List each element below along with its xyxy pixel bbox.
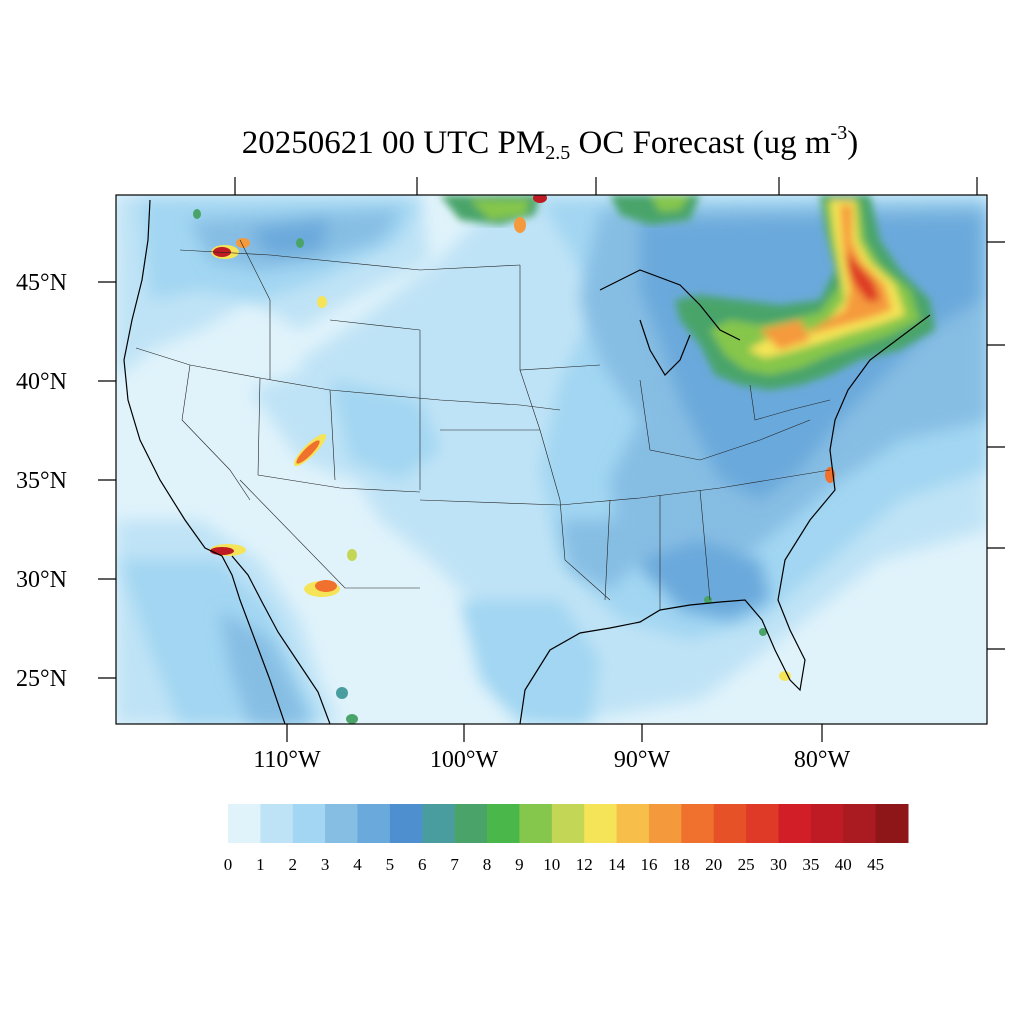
- colorbar-label: 40: [834, 855, 852, 874]
- colorbar-label: 45: [867, 855, 885, 874]
- colorbar-swatch: [260, 804, 294, 843]
- map-frame: [115, 194, 988, 725]
- colorbar-swatch: [746, 804, 779, 843]
- colorbar-label: 35: [802, 855, 820, 874]
- colorbar-label: 6: [418, 855, 427, 874]
- colorbar: [228, 804, 909, 843]
- colorbar-swatch: [422, 804, 456, 843]
- colorbar-swatch: [648, 804, 682, 843]
- state-borders: [135, 239, 831, 610]
- fire-hotspots: [193, 195, 835, 724]
- smoke-plume-northeast: [675, 195, 935, 390]
- colorbar-label: 25: [737, 855, 755, 874]
- colorbar-label: 12: [575, 855, 593, 874]
- lat-label-45: 45°N: [16, 270, 67, 296]
- colorbar-label: 14: [608, 855, 626, 874]
- lon-label-80: 80°W: [793, 747, 851, 773]
- lat-label-30: 30°N: [16, 567, 67, 593]
- colorbar-swatch: [713, 804, 747, 843]
- concentration-field: [116, 195, 987, 724]
- colorbar-label: 18: [672, 855, 690, 874]
- lon-label-110: 110°W: [253, 747, 321, 773]
- lat-label-35: 35°N: [16, 468, 67, 494]
- coastlines: [123, 199, 931, 724]
- colorbar-label: 2: [288, 855, 298, 874]
- map-title: 20250621 00 UTC PM2.5 OC Forecast (ug m-…: [241, 122, 859, 164]
- colorbar-label: 1: [256, 855, 265, 874]
- colorbar-swatch: [551, 804, 585, 843]
- colorbar-label: 8: [482, 855, 492, 874]
- lon-label-90: 90°W: [613, 747, 671, 773]
- lat-ticks: [98, 241, 1005, 679]
- colorbar-swatch: [389, 804, 423, 843]
- lat-label-40: 40°N: [16, 369, 67, 395]
- colorbar-swatch: [228, 804, 261, 843]
- colorbar-label: 9: [515, 855, 524, 874]
- colorbar-swatch: [487, 804, 520, 843]
- colorbar-swatch: [616, 804, 650, 843]
- colorbar-label: 5: [385, 855, 395, 874]
- colorbar-swatch: [843, 804, 877, 843]
- colorbar-label: 4: [353, 855, 362, 874]
- lat-label-25: 25°N: [16, 666, 67, 692]
- colorbar-swatch: [681, 804, 715, 843]
- colorbar-label: 10: [543, 855, 561, 874]
- colorbar-swatch: [292, 804, 326, 843]
- colorbar-swatch: [584, 804, 618, 843]
- colorbar-label: 3: [320, 855, 330, 874]
- colorbar-label: 0: [223, 855, 233, 874]
- colorbar-swatch: [778, 804, 812, 843]
- colorbar-label: 30: [769, 855, 787, 874]
- colorbar-label: 20: [705, 855, 723, 874]
- colorbar-swatch: [357, 804, 391, 843]
- lon-ticks: [234, 177, 978, 742]
- colorbar-swatch: [875, 804, 909, 843]
- smoke-northern-border: [440, 195, 700, 225]
- colorbar-label: 7: [450, 855, 459, 874]
- colorbar-swatch: [519, 804, 553, 843]
- lon-label-100: 100°W: [429, 747, 499, 773]
- colorbar-swatch: [325, 804, 359, 843]
- colorbar-swatch: [810, 804, 844, 843]
- colorbar-label: 16: [640, 855, 658, 874]
- colorbar-swatch: [454, 804, 488, 843]
